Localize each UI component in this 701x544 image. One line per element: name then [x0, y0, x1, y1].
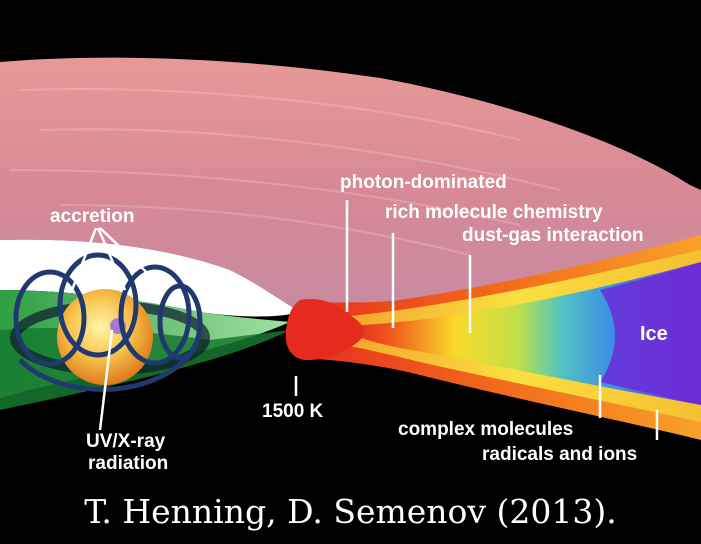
label-dust-gas-interaction: dust-gas interaction — [462, 225, 644, 246]
field-loop-right — [118, 264, 192, 366]
field-loop-left — [13, 269, 87, 367]
pointer-uvxray — [98, 329, 114, 431]
ice-zone — [600, 262, 701, 405]
pointer-accretion-1 — [70, 227, 98, 291]
pointer-accretion-3 — [99, 227, 161, 286]
label-complex-molecules: complex molecules — [398, 419, 574, 440]
label-ice: Ice — [640, 323, 668, 345]
pointer-accretion-2 — [96, 227, 127, 291]
label-accretion: accretion — [50, 206, 135, 227]
label-radicals-and-ions: radicals and ions — [482, 444, 638, 465]
pointer-lines — [70, 200, 659, 440]
inner-gap — [0, 239, 300, 317]
label-temperature: 1500 K — [262, 401, 324, 422]
label-uvxray-line2: radiation — [88, 453, 169, 474]
label-rich-molecule-chemistry: rich molecule chemistry — [385, 202, 603, 223]
label-uvxray-line1: UV/X-ray — [86, 431, 166, 452]
disk-texture — [9, 88, 561, 256]
inner-rim — [285, 299, 365, 361]
field-loop-far-right — [157, 283, 203, 361]
star — [57, 289, 153, 385]
label-photon-dominated: photon-dominated — [340, 172, 507, 193]
field-loop-mid — [57, 252, 139, 358]
disk-upper-layer — [0, 57, 701, 314]
figure-caption: T. Henning, D. Semenov (2013). — [84, 492, 617, 531]
